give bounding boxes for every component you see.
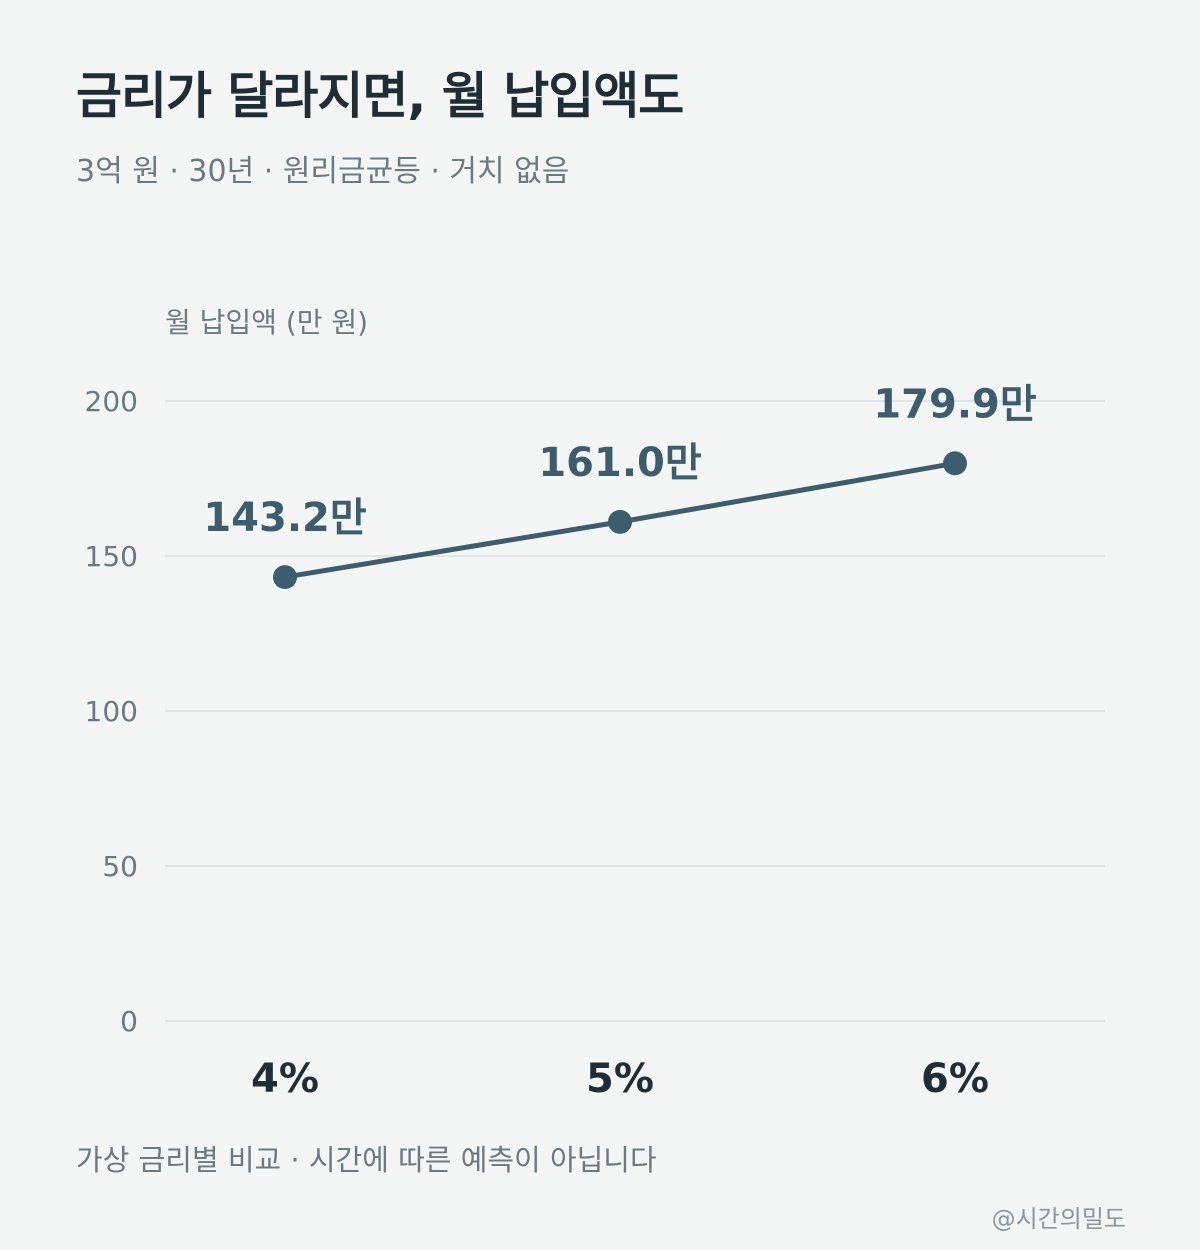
data-point	[943, 451, 967, 476]
data-labels: 143.2만 161.0만 179.9만	[203, 381, 1037, 541]
data-label: 143.2만	[203, 495, 367, 541]
y-axis-label: 월 납입액 (만 원)	[165, 306, 368, 339]
x-category-label: 5%	[586, 1056, 654, 1102]
x-category-labels: 4% 5% 6%	[251, 1056, 989, 1102]
y-tick-label: 200	[85, 385, 138, 418]
y-tick-label: 0	[120, 1005, 138, 1038]
data-point	[273, 565, 297, 590]
grid-lines	[165, 400, 1105, 1022]
chart-subtitle: 3억 원 · 30년 · 원리금균등 · 거치 없음	[76, 154, 570, 189]
data-point	[608, 509, 632, 534]
data-label: 161.0만	[538, 440, 702, 486]
data-points	[273, 451, 967, 590]
y-tick-label: 50	[102, 850, 138, 883]
y-tick-labels: 0 50 100 150 200	[85, 385, 138, 1038]
footnote: 가상 금리별 비교 · 시간에 따른 예측이 아닙니다	[76, 1143, 657, 1177]
x-category-label: 6%	[921, 1056, 989, 1102]
credit: @시간의밀도	[991, 1205, 1126, 1233]
x-category-label: 4%	[251, 1056, 319, 1102]
y-tick-label: 100	[85, 695, 138, 728]
y-tick-label: 150	[85, 540, 138, 573]
data-label: 179.9만	[873, 381, 1037, 427]
chart-title: 금리가 달라지면, 월 납입액도	[76, 67, 684, 125]
